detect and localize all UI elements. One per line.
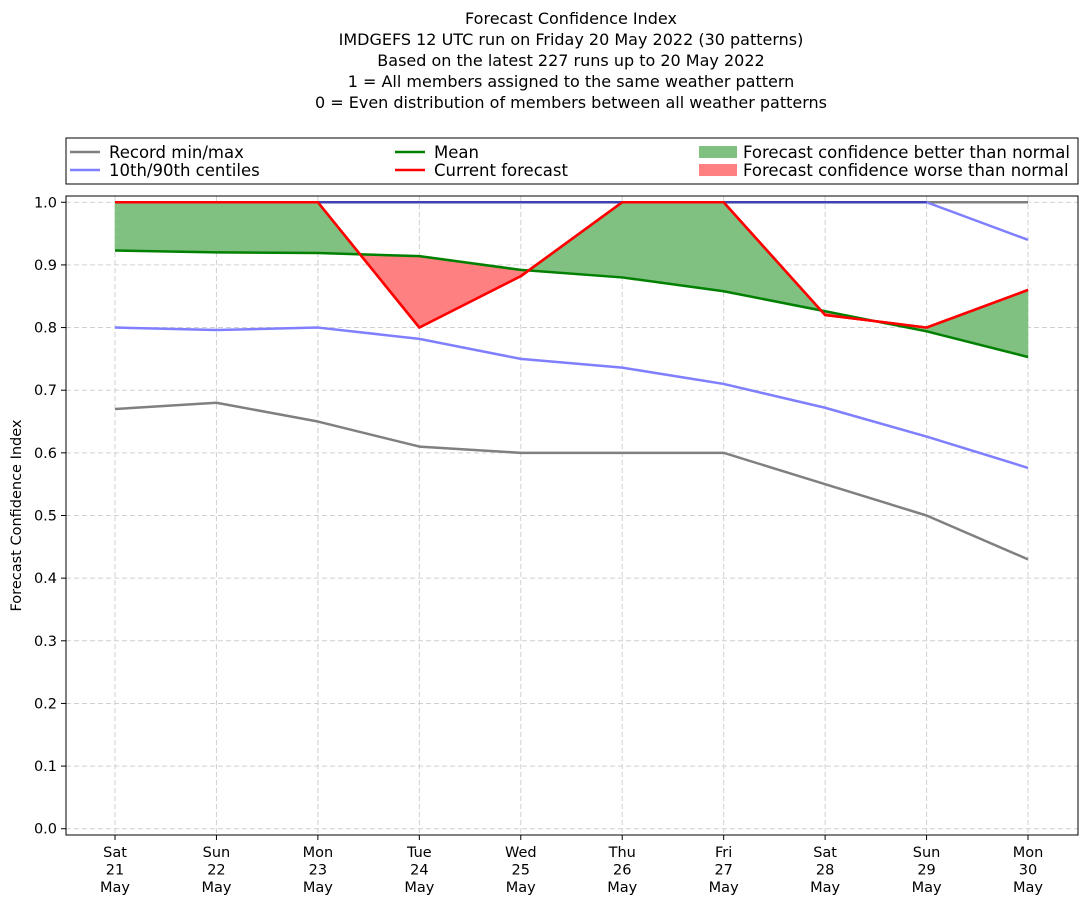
y-axis-label: Forecast Confidence Index [9,419,25,611]
record-min-line [114,401,1029,561]
y-tick-label: 0.4 [34,571,57,587]
title-line-3: Based on the latest 227 runs up to 20 Ma… [377,51,764,70]
x-tick-label: 21 [106,863,124,879]
x-tick-label: May [1013,880,1043,896]
better-than-normal-fill [216,202,319,254]
x-tick-label: 23 [309,863,327,879]
x-tick-label: May [506,880,536,896]
y-tick-label: 0.6 [34,446,57,462]
plot-area: 0.00.10.20.30.40.50.60.70.80.91.0 Sat21M… [9,195,1079,896]
current-forecast-line [115,201,1029,329]
title-line-2: IMDGEFS 12 UTC run on Friday 20 May 2022… [339,30,804,49]
grid [66,196,1078,835]
y-tick-label: 0.7 [34,383,57,399]
x-tick-label: Sat [103,845,127,861]
legend-label-centiles: 10th/90th centiles [109,161,260,180]
x-tick-label: May [201,880,231,896]
legend-label-record: Record min/max [109,143,244,162]
x-tick-label: 26 [613,863,631,879]
x-tick-label: May [810,880,840,896]
y-tick-label: 0.0 [34,822,57,838]
x-tick-label: 27 [714,863,732,879]
title-line-5: 0 = Even distribution of members between… [315,93,827,112]
x-tick-label: May [404,880,434,896]
better-than-normal-fill [621,202,724,292]
x-tick-label: May [607,880,637,896]
y-axis-ticks: 0.0 0.1 0.2 0.3 0.4 0.5 0.6 0.7 0.8 0.9 1.0 [34,195,66,838]
legend-label-mean: Mean [434,143,479,162]
better-than-normal-fill [114,202,217,253]
x-tick-label: Wed [505,845,537,861]
y-tick-label: 0.3 [34,634,57,650]
x-tick-label: 25 [512,863,530,879]
y-tick-label: 0.8 [34,321,57,337]
y-tick-label: 0.2 [34,696,57,712]
title-line-1: Forecast Confidence Index [465,9,677,28]
better-than-normal-fill [926,289,1029,358]
series-lines [114,201,1029,561]
x-tick-label: May [303,880,333,896]
chart-title: Forecast Confidence Index IMDGEFS 12 UTC… [315,9,827,112]
x-tick-label: Fri [715,845,732,861]
confidence-fills [114,201,1029,358]
y-tick-label: 0.1 [34,759,57,775]
legend-label-better: Forecast confidence better than normal [743,143,1070,162]
x-tick-label: Tue [406,845,432,861]
x-tick-label: 29 [917,863,935,879]
x-tick-label: May [709,880,739,896]
legend-label-current: Current forecast [434,161,568,180]
x-tick-label: 30 [1019,863,1037,879]
legend-swatch-worse [699,164,737,176]
legend: Record min/max 10th/90th centiles Mean C… [65,137,1079,185]
x-tick-label: Mon [303,845,334,861]
10th-centile-line [114,326,1029,470]
x-tick-label: 22 [207,863,225,879]
legend-frame [65,137,1079,185]
x-axis-ticks: Sat21MaySun22MayMon23MayTue24MayWed25May… [100,835,1043,896]
y-tick-label: 0.5 [34,509,57,525]
y-tick-label: 1.0 [34,195,57,211]
x-tick-label: Mon [1013,845,1044,861]
x-tick-label: 28 [816,863,834,879]
title-line-4: 1 = All members assigned to the same wea… [348,72,795,91]
x-tick-label: Thu [608,845,636,861]
legend-swatch-better [699,146,737,158]
x-tick-label: Sun [913,845,941,861]
legend-label-worse: Forecast confidence worse than normal [743,161,1069,180]
x-tick-label: May [912,880,942,896]
y-tick-label: 0.9 [34,258,57,274]
x-tick-label: Sat [813,845,837,861]
x-tick-label: Sun [203,845,231,861]
x-tick-label: 24 [410,863,428,879]
x-tick-label: May [100,880,130,896]
